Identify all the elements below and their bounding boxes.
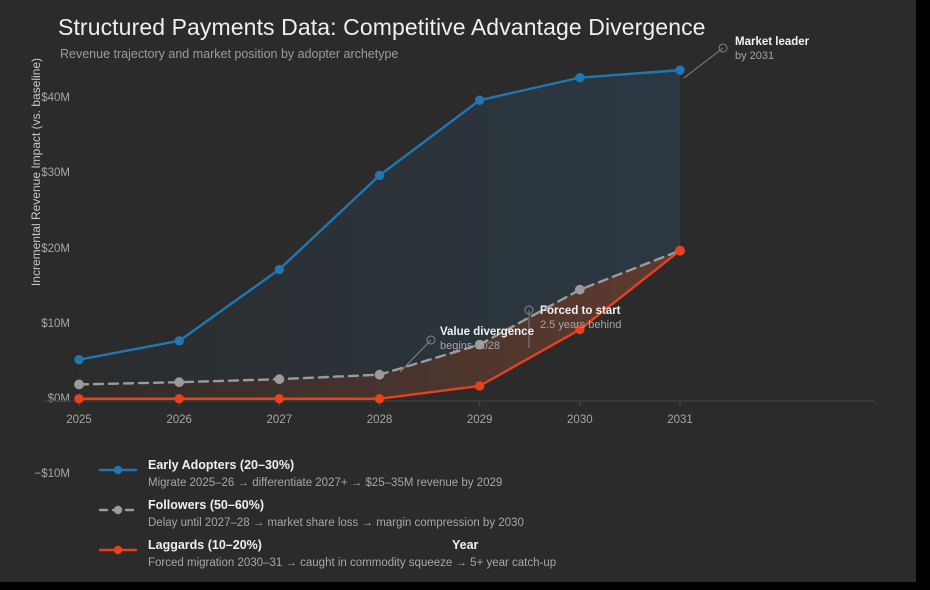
legend-marker-icon: [98, 543, 138, 555]
x-tick-label: 2030: [567, 414, 593, 426]
x-tick-label: 2027: [266, 414, 293, 426]
y-tick-label: $40M: [41, 92, 70, 105]
legend-label: Followers (50–60%): [148, 498, 265, 512]
x-axis-label: Year: [452, 538, 479, 552]
y-tick-label: $0M: [47, 393, 70, 405]
annotation: Forced to start 2.5 years behind: [540, 304, 621, 332]
x-tick-label: 2026: [166, 414, 192, 426]
chart-title: Structured Payments Data: Competitive Ad…: [58, 14, 706, 40]
y-tick-label: $10M: [41, 317, 70, 330]
legend-marker-icon: [98, 463, 138, 475]
annotation: Market leader by 2031: [735, 35, 809, 63]
legend-marker-icon: [98, 503, 138, 515]
y-tick-label: $20M: [41, 242, 70, 255]
chart-subtitle: Revenue trajectory and market position b…: [60, 47, 399, 61]
chart-canvas: Structured Payments Data: Competitive Ad…: [29, 14, 875, 569]
x-tick-label: 2025: [66, 414, 92, 426]
annotation-subtitle: begins 2028: [440, 340, 500, 352]
chart-plot: [43, 43, 875, 406]
legend-description: Forced migration 2030–31 → caught in com…: [148, 557, 557, 569]
annotation-title: Market leader: [735, 36, 810, 48]
legend-label: Early Adopters (20–30%): [148, 458, 295, 472]
annotation-title: Value divergence: [440, 326, 534, 338]
x-tick-label: 2028: [366, 414, 393, 426]
annotation-subtitle: 2.5 years behind: [540, 319, 622, 331]
annotation-title: Forced to start: [540, 305, 621, 317]
x-tick-label: 2029: [466, 414, 493, 426]
y-tick-label: $30M: [41, 167, 70, 180]
annotation: Value divergence begins 2028: [440, 325, 534, 353]
x-tick-label: 2031: [667, 414, 693, 426]
legend-description: Delay until 2027–28 → market share loss …: [148, 517, 524, 529]
annotation-subtitle: by 2031: [735, 50, 775, 62]
legend-label: Laggards (10–20%): [148, 538, 262, 552]
legend-description: Migrate 2025–26 → differentiate 2027+ → …: [148, 477, 503, 489]
y-tick-label: −$10M: [34, 468, 70, 481]
